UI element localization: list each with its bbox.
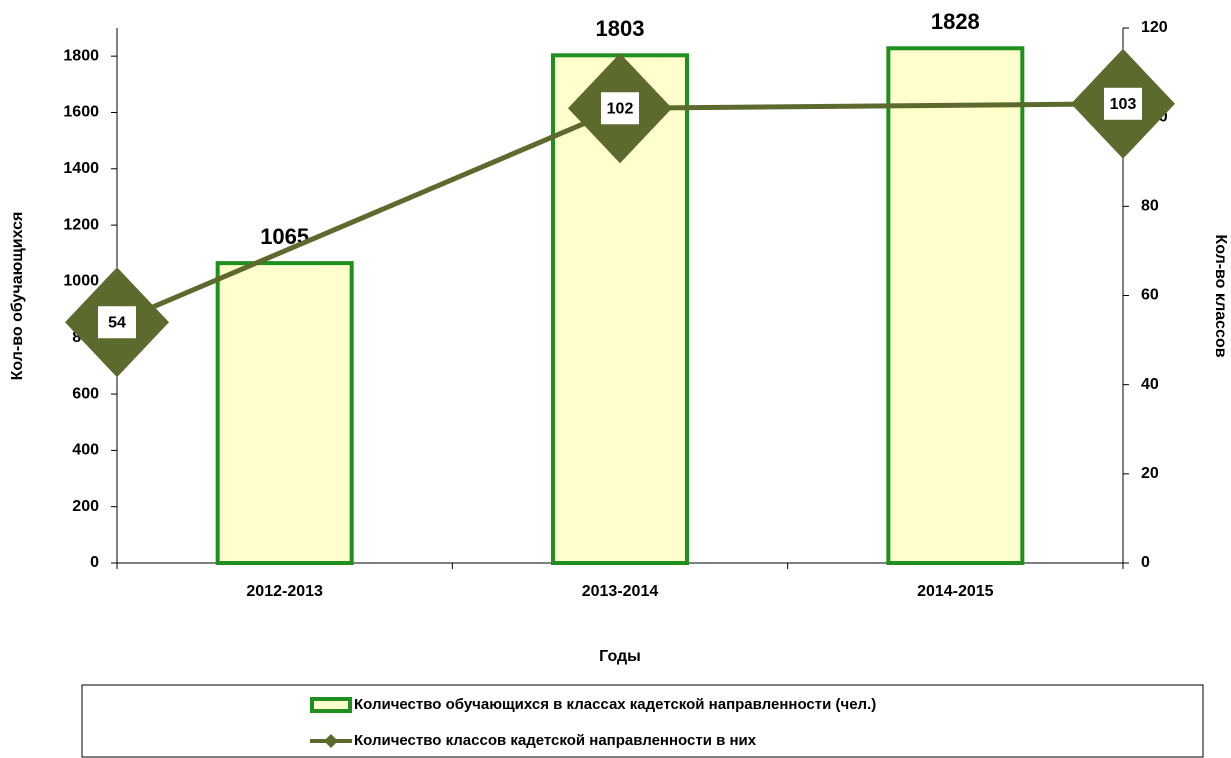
bar (215, 261, 354, 565)
y-tick-label: 1400 (63, 160, 99, 177)
y-tick-label: 1000 (63, 273, 99, 290)
bar-value-label: 1803 (596, 16, 645, 41)
y2-tick-label: 80 (1141, 198, 1159, 215)
y2-tick-label: 60 (1141, 287, 1159, 304)
y-tick-label: 1800 (63, 47, 99, 64)
bar (886, 46, 1025, 566)
value-label-box (98, 306, 136, 339)
line-value-label: 103 (1110, 96, 1137, 113)
y-tick-label: 400 (72, 442, 99, 459)
y2-tick-label: 20 (1141, 465, 1159, 482)
x-tick-label: 2014-2015 (917, 583, 994, 600)
y2-tick-label: 0 (1141, 554, 1150, 571)
value-label-box (601, 92, 639, 125)
legend-box (81, 684, 1204, 758)
y-axis-title: Кол-во обучающихся (9, 212, 26, 381)
legend-swatch (310, 697, 352, 713)
legend-label: Количество обучающихся в классах кадетск… (354, 696, 876, 713)
y2-tick-label: 40 (1141, 376, 1159, 393)
bar (551, 53, 689, 565)
line-value-label: 102 (607, 100, 634, 117)
legend-label: Количество классов кадетской направленно… (354, 732, 757, 749)
line-value-label: 54 (108, 314, 126, 331)
y2-axis-title: Кол-во классов (1212, 234, 1229, 357)
x-tick-label: 2013-2014 (582, 583, 659, 600)
y-tick-label: 200 (72, 498, 99, 515)
y-tick-label: 1600 (63, 104, 99, 121)
x-tick-label: 2012-2013 (246, 583, 323, 600)
y-tick-label: 1200 (63, 216, 99, 233)
y2-tick-label: 120 (1141, 19, 1168, 36)
y-tick-label: 0 (90, 554, 99, 571)
legend-marker (324, 734, 338, 748)
bar-value-label: 1828 (931, 9, 980, 34)
y-tick-label: 600 (72, 385, 99, 402)
value-label-box (1104, 87, 1142, 120)
x-axis-title: Годы (599, 648, 641, 665)
